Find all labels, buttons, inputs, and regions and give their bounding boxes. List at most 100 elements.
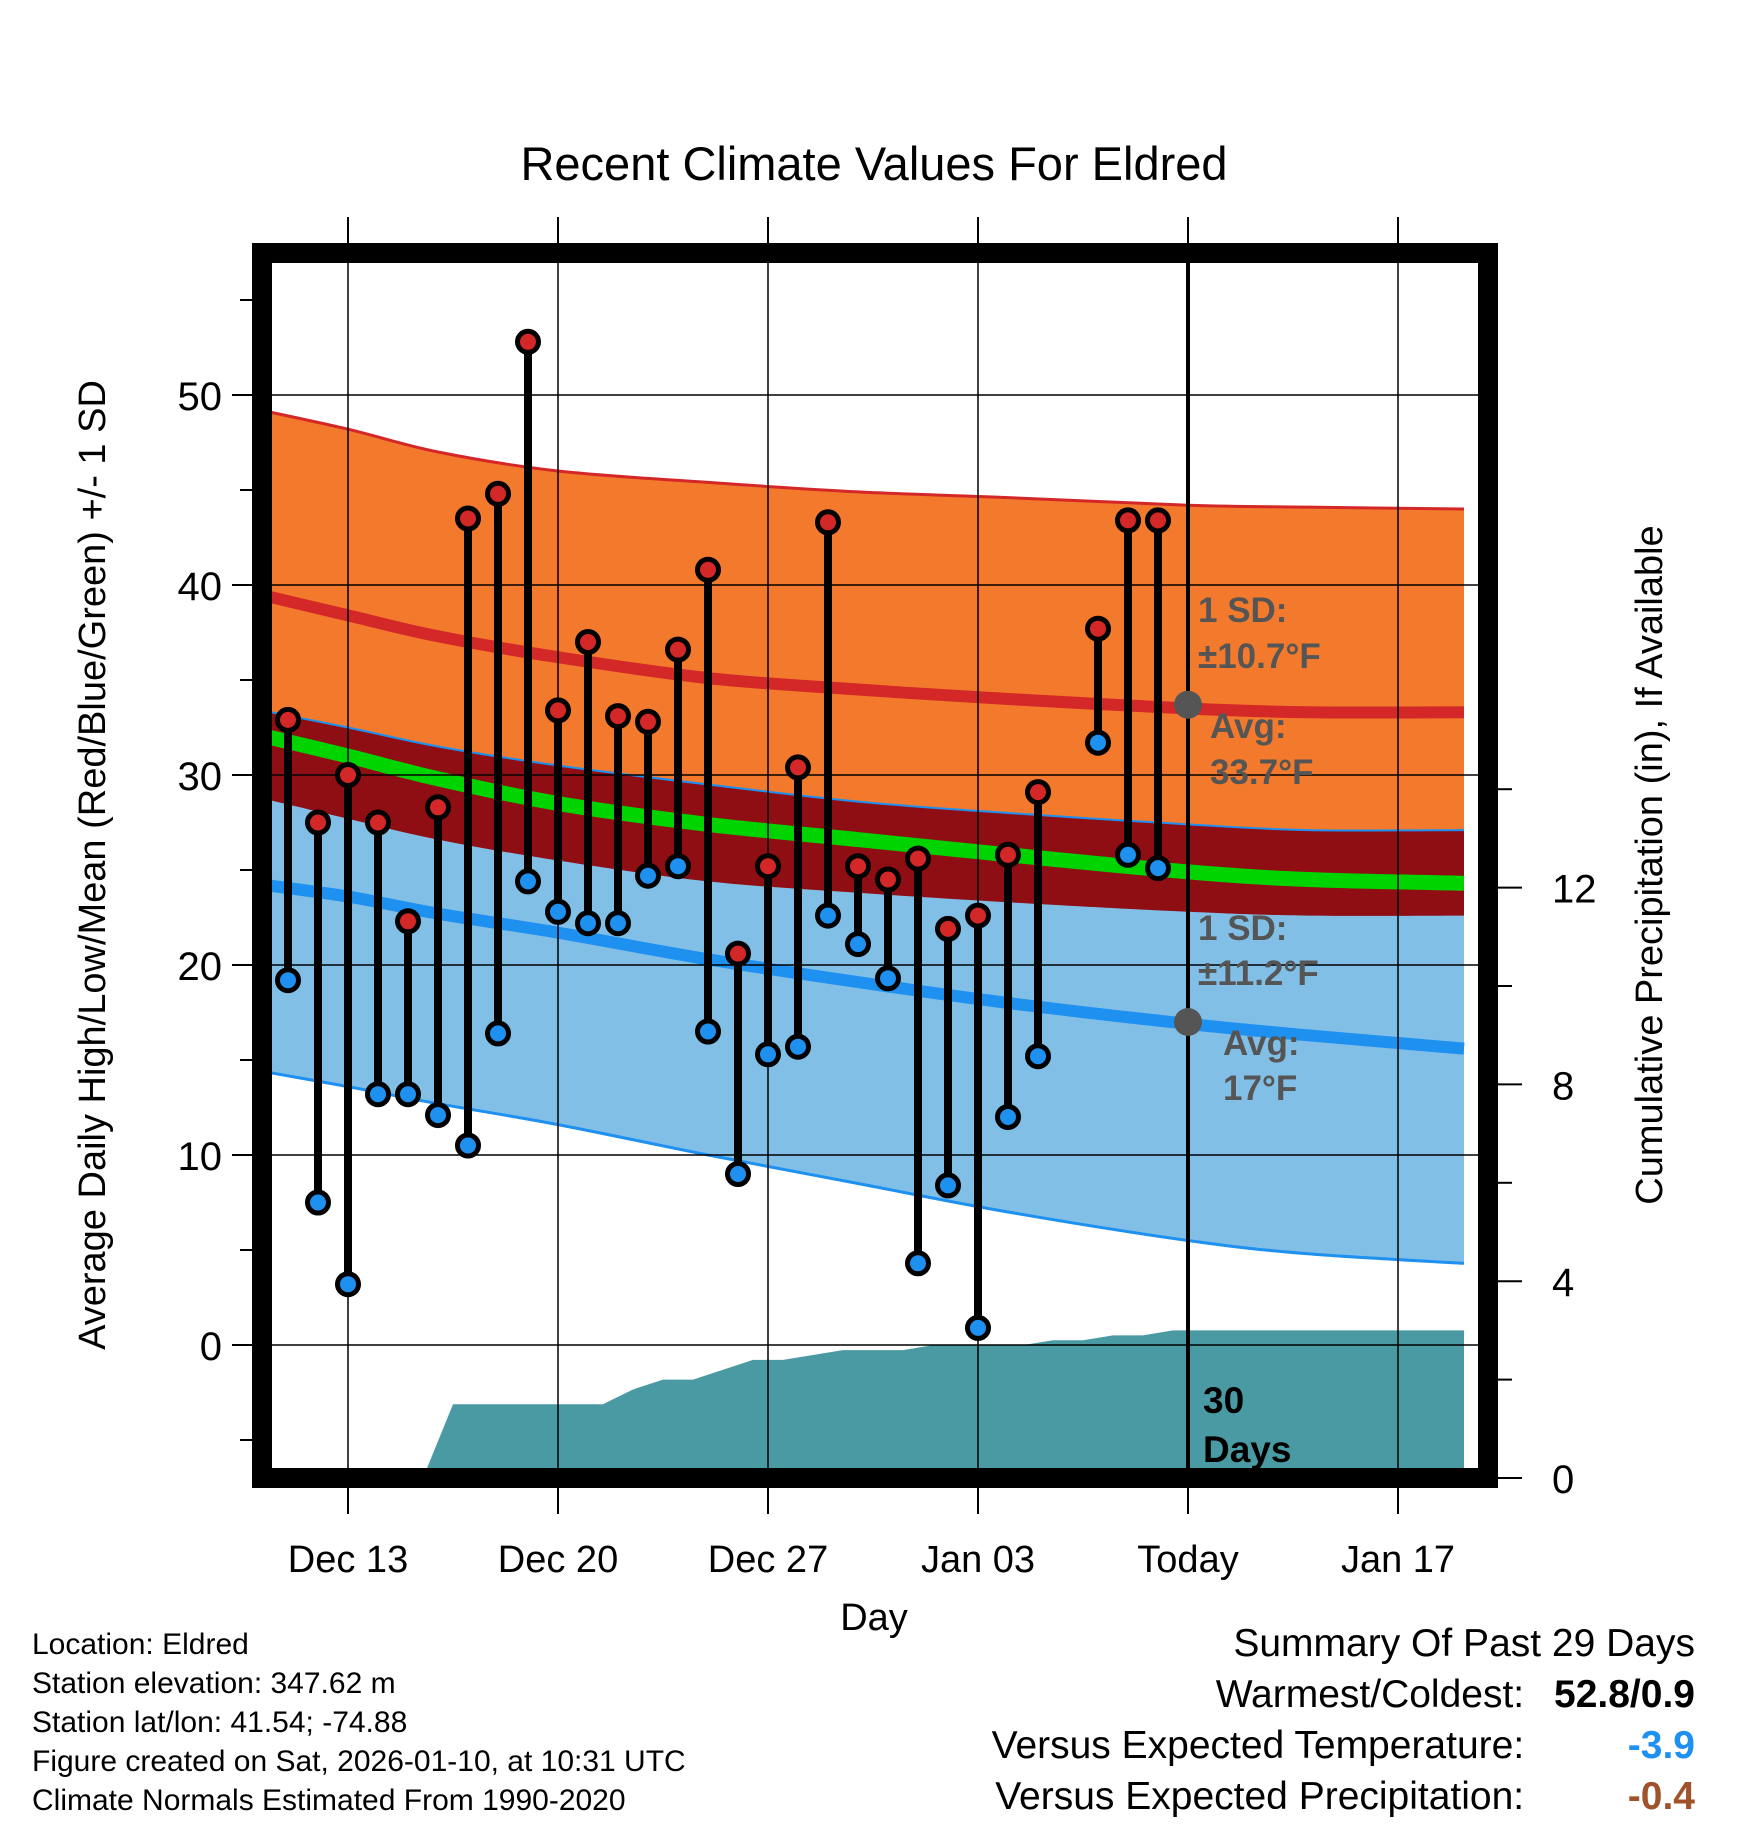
y-tick-label: 30 [178,755,223,799]
high-sd-value: ±10.7°F [1198,637,1321,676]
daily-high-point [425,794,451,821]
daily-high-point [875,866,901,893]
daily-low-point [485,1020,511,1047]
daily-low-point [575,910,601,937]
daily-high-point [365,809,391,836]
days-label: Days [1203,1429,1291,1470]
y2-tick-label: 8 [1552,1064,1574,1108]
daily-high-point [575,629,601,655]
daily-low-point [455,1132,481,1159]
avg-high-line [262,588,1465,719]
summary-title: Summary Of Past 29 Days [1233,1622,1695,1665]
daily-high-point [1025,779,1051,806]
daily-high-point [485,480,511,507]
elevation-text: Station elevation: 347.62 m [32,1667,396,1700]
warm-cold-value: 52.8/0.9 [1554,1673,1695,1716]
daily-low-point [545,898,571,925]
daily-low-point [305,1189,331,1216]
x-tick-label: Today [1137,1539,1238,1581]
temp-value: -3.9 [1627,1724,1695,1767]
plot-frame [252,243,1498,1488]
low-lower-edge [262,1069,1465,1265]
y-tick-label: 20 [178,945,223,989]
x-tick-label: Dec 20 [498,1539,618,1581]
daily-low-point [875,965,901,992]
daily-low-point [785,1033,811,1060]
daily-low-point [1115,841,1141,868]
daily-high-point [725,940,751,967]
daily-high-point [605,703,631,730]
warm-cold-label: Warmest/Coldest: [1215,1673,1525,1716]
high-avg-value: 33.7°F [1210,753,1314,792]
daily-low-point [275,967,301,994]
x-tick-label: Jan 03 [921,1539,1035,1581]
daily-high-point [665,636,691,663]
x-tick-label: Dec 27 [708,1539,828,1581]
daily-low-point [935,1172,961,1199]
daily-low-point [845,931,871,958]
daily-low-point [335,1271,361,1298]
x-tick-label: Dec 13 [288,1539,408,1581]
daily-low-point [1085,729,1111,756]
low-upper-edge [262,709,1465,832]
daily-high-point [305,809,331,836]
y-axis-title: Average Daily High/Low/Mean (Red/Blue/Gr… [72,380,114,1350]
daily-high-point [395,908,421,935]
daily-low-point [1025,1043,1051,1070]
summary-panel: Summary Of Past 29 Days Warmest/Coldest:… [992,1618,1695,1822]
low-avg-value: 17°F [1223,1069,1297,1108]
daily-high-point [275,706,301,733]
latlon-text: Station lat/lon: 41.54; -74.88 [32,1706,408,1739]
location-text: Location: Eldred [32,1628,249,1661]
daily-high-point [515,328,541,355]
chart-title: Recent Climate Values For Eldred [520,137,1227,190]
y2-tick-label: 12 [1552,868,1597,912]
daily-high-point [815,509,841,536]
x-axis-title: Day [840,1597,908,1639]
daily-high-point [335,762,361,788]
daily-low-point [965,1314,991,1341]
low-avg-label: Avg: [1223,1024,1299,1063]
daily-low-point [515,868,541,895]
days-count: 30 [1203,1380,1244,1421]
y2-axis-title: Cumulative Precipitation (in), If Availa… [1629,525,1671,1204]
x-tick-label: Jan 17 [1341,1539,1455,1581]
daily-high-point [905,845,931,872]
precip-area [423,1330,1464,1478]
high-upper-edge [262,408,1465,511]
daily-low-point [605,910,631,937]
daily-high-point [455,505,481,532]
created-text: Figure created on Sat, 2026-01-10, at 10… [32,1745,686,1778]
daily-high-point [695,556,721,583]
high-avg-label: Avg: [1210,707,1286,746]
low-sd-label: 1 SD: [1198,909,1287,948]
daily-high-point [935,915,961,942]
daily-low-point [815,902,841,929]
daily-high-point [545,697,571,724]
daily-low-point [695,1018,721,1045]
daily-high-point [995,841,1021,868]
y-tick-label: 40 [178,565,223,609]
daily-low-point [425,1102,451,1129]
today-low-avg-marker [1174,1008,1202,1036]
y-tick-label: 0 [200,1325,222,1369]
daily-high-point [1085,615,1111,642]
daily-high-point [1145,507,1171,534]
summary-precip: Versus Expected Precipitation: -0.4 [992,1771,1695,1822]
y-tick-label: 50 [178,375,223,419]
station-info: Location: Eldred Station elevation: 347.… [32,1625,686,1820]
summary-warm-cold: Warmest/Coldest: 52.8/0.9 [992,1669,1695,1720]
daily-high-point [635,708,661,735]
daily-high-point [755,853,781,880]
daily-low-point [755,1041,781,1068]
normals-text: Climate Normals Estimated From 1990-2020 [32,1784,626,1817]
daily-low-point [665,853,691,880]
daily-low-point [395,1081,421,1108]
today-high-avg-marker [1174,690,1202,719]
temp-label: Versus Expected Temperature: [991,1724,1525,1767]
y2-tick-label: 4 [1552,1261,1574,1305]
daily-low-point [995,1104,1021,1130]
avg-low-line [262,878,1465,1055]
daily-low-point [725,1161,751,1187]
